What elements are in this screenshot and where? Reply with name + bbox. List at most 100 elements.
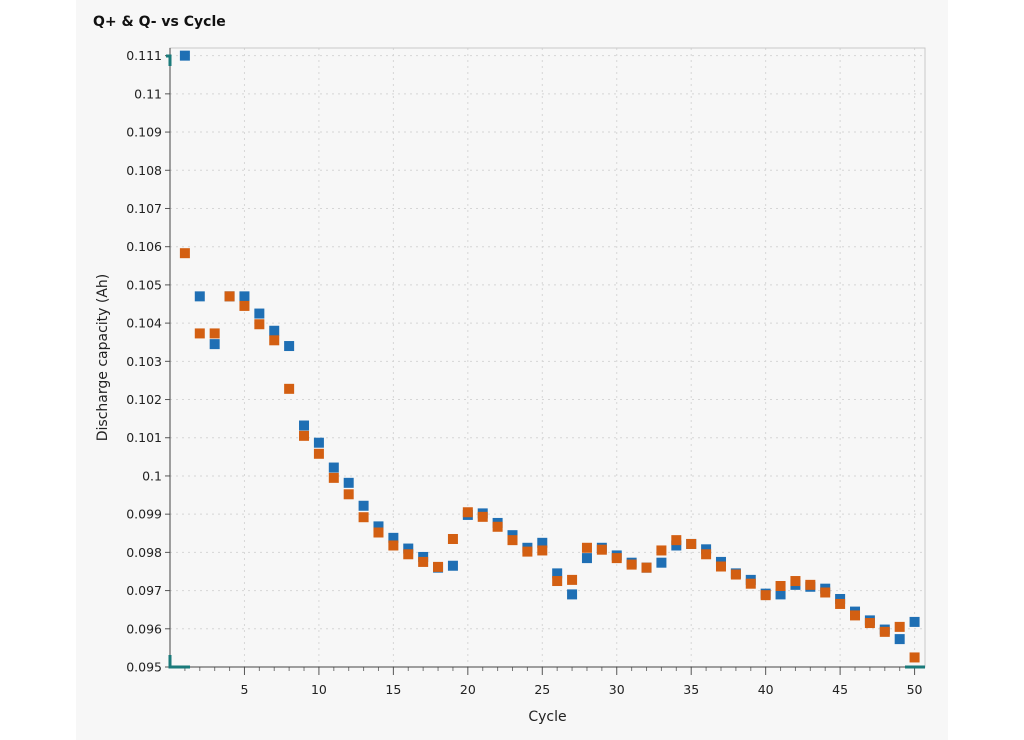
y-tick-label: 0.097 <box>126 583 162 598</box>
data-point-series-1 <box>671 540 682 551</box>
plot-area <box>169 47 926 668</box>
data-point-series-2 <box>552 576 563 587</box>
y-tick-label: 0.106 <box>126 239 162 254</box>
data-point-series-1 <box>328 462 339 473</box>
data-point-series-2 <box>284 383 295 394</box>
data-point-series-1 <box>239 291 250 302</box>
data-point-series-1 <box>656 557 667 568</box>
data-point-series-2 <box>299 430 310 441</box>
data-point-series-2 <box>388 540 399 551</box>
y-tick-label: 0.108 <box>126 163 162 178</box>
x-tick-label: 30 <box>609 682 625 697</box>
data-point-series-2 <box>567 574 578 585</box>
data-point-series-1 <box>179 50 190 61</box>
x-tick-label: 45 <box>832 682 848 697</box>
y-tick-label: 0.099 <box>126 507 162 522</box>
data-point-series-2 <box>254 319 265 330</box>
data-point-series-2 <box>671 535 682 546</box>
data-point-series-2 <box>477 511 488 522</box>
data-point-series-2 <box>864 618 875 629</box>
x-tick-label: 5 <box>240 682 248 697</box>
y-tick-label: 0.103 <box>126 354 162 369</box>
y-tick-label: 0.102 <box>126 392 162 407</box>
data-point-series-1 <box>447 560 458 571</box>
data-point-series-2 <box>507 535 518 546</box>
x-tick-label: 15 <box>385 682 401 697</box>
data-point-series-1 <box>358 500 369 511</box>
y-tick-label: 0.109 <box>126 125 162 140</box>
axes: 0.095 0.096 0.097 0.098 0.099 0.1 0.101 0.102 0.… <box>126 48 925 697</box>
y-tick-label: 0.105 <box>126 277 162 292</box>
data-point-series-2 <box>433 561 444 572</box>
data-point-series-2 <box>462 507 473 518</box>
y-tick-label: 0.096 <box>126 621 162 636</box>
data-point-series-2 <box>343 489 354 500</box>
data-point-series-2 <box>537 545 548 556</box>
y-tick-label: 0.107 <box>126 201 162 216</box>
data-point-series-1 <box>209 339 220 350</box>
data-point-series-1 <box>313 437 324 448</box>
data-point-series-2 <box>745 578 756 589</box>
data-point-series-1 <box>373 521 384 532</box>
data-point-series-2 <box>775 580 786 591</box>
data-point-series-2 <box>850 610 861 621</box>
data-point-series-2 <box>239 300 250 311</box>
data-point-series-2 <box>269 335 280 346</box>
data-point-series-2 <box>224 291 235 302</box>
data-point-series-2 <box>447 533 458 544</box>
data-point-series-2 <box>656 545 667 556</box>
y-tick-label: 0.104 <box>126 316 162 331</box>
data-point-series-1 <box>909 616 920 627</box>
data-point-series-1 <box>775 589 786 600</box>
data-point-series-2 <box>179 248 190 259</box>
data-point-series-2 <box>686 538 697 549</box>
data-point-series-1 <box>254 308 265 319</box>
data-point-series-2 <box>894 621 905 632</box>
data-point-series-2 <box>358 512 369 523</box>
data-point-series-2 <box>403 549 414 560</box>
data-point-series-1 <box>299 420 310 431</box>
data-point-series-2 <box>596 544 607 555</box>
x-tick-label: 50 <box>907 682 923 697</box>
data-point-series-2 <box>626 559 637 570</box>
data-point-series-1 <box>284 341 295 352</box>
y-tick-label: 0.101 <box>126 430 162 445</box>
data-point-series-2 <box>328 472 339 483</box>
data-point-series-2 <box>581 542 592 553</box>
data-point-series-1 <box>403 543 414 554</box>
data-point-series-2 <box>522 546 533 557</box>
data-point-series-1 <box>552 568 563 579</box>
x-tick-label: 40 <box>758 682 774 697</box>
x-tick-label: 10 <box>311 682 327 697</box>
data-point-series-2 <box>194 328 205 339</box>
chart-title: Q+ & Q- vs Cycle <box>93 14 226 30</box>
y-tick-label: 0.111 <box>126 48 162 63</box>
y-tick-label: 0.1 <box>142 468 162 483</box>
range-marker-origin <box>168 655 190 669</box>
data-point-series-1 <box>343 477 354 488</box>
data-point-series-1 <box>567 589 578 600</box>
data-point-series-2 <box>715 561 726 572</box>
data-point-series-1 <box>194 291 205 302</box>
data-point-series-2 <box>418 556 429 567</box>
data-point-series-1 <box>894 634 905 645</box>
data-point-series-1 <box>581 553 592 564</box>
x-axis-title: Cycle <box>528 709 566 725</box>
data-point-series-2 <box>492 521 503 532</box>
chart-panel <box>76 0 948 740</box>
data-point-series-2 <box>701 549 712 560</box>
data-point-series-2 <box>909 652 920 663</box>
data-point-series-2 <box>805 579 816 590</box>
data-point-series-2 <box>835 598 846 609</box>
data-point-series-2 <box>730 569 741 580</box>
data-point-series-2 <box>790 576 801 587</box>
y-tick-label: 0.098 <box>126 545 162 560</box>
y-range-marker-top <box>166 54 172 66</box>
data-point-series-1 <box>537 537 548 548</box>
data-point-series-2 <box>373 527 384 538</box>
data-point-series-2 <box>760 590 771 601</box>
y-tick-label: 0.11 <box>134 86 162 101</box>
data-point-series-1 <box>269 325 280 336</box>
data-point-series-2 <box>209 328 220 339</box>
